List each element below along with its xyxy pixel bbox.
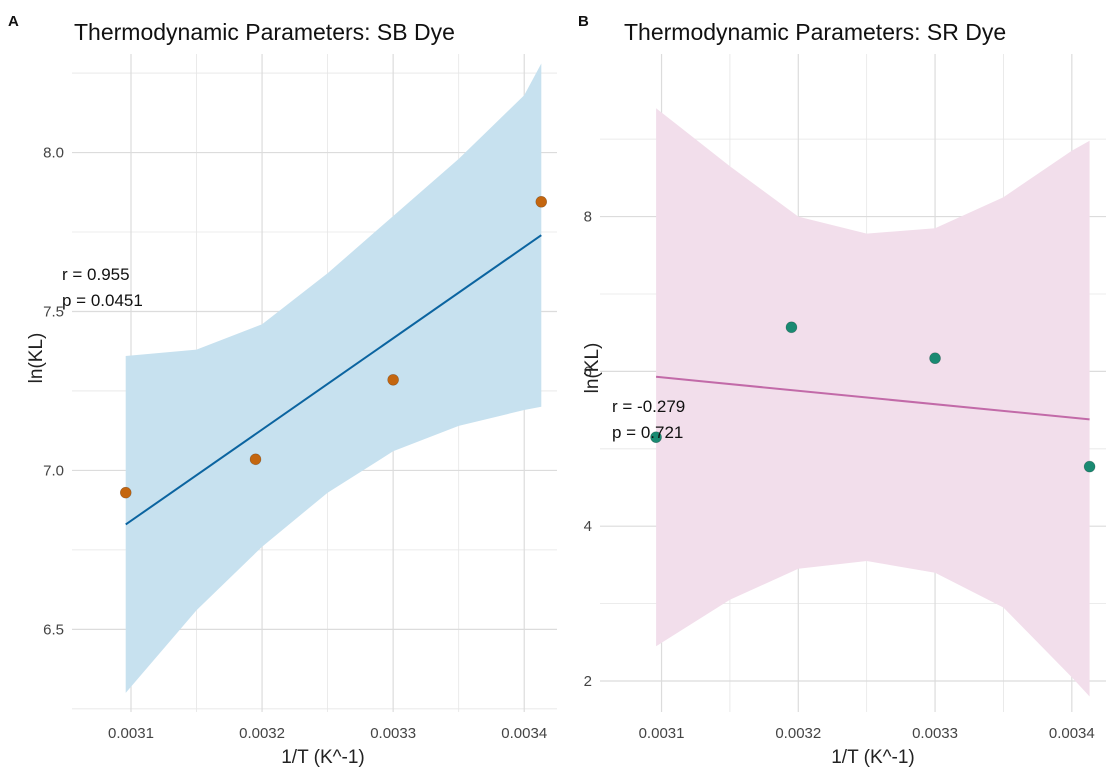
confidence-band-a: [125, 63, 542, 693]
confidence-band-area: [656, 108, 1090, 697]
panel-a: A Thermodynamic Parameters: SB Dye 0.003…: [8, 13, 557, 768]
data-point: [785, 321, 798, 334]
y-tick-label: 2: [584, 673, 592, 690]
y-axis-title-a: ln(KL): [26, 333, 47, 384]
regression-line-b: [655, 375, 1090, 421]
x-tick-label: 0.0031: [639, 725, 685, 742]
y-tick-label: 4: [584, 518, 592, 535]
x-tick-label: 0.0033: [370, 725, 416, 742]
data-point: [535, 196, 548, 208]
x-tick-labels-b: 0.0031 0.0032 0.0033 0.0034: [639, 725, 1095, 742]
chart-title-b: Thermodynamic Parameters: SR Dye: [624, 19, 1006, 45]
confidence-band-area: [125, 63, 542, 693]
x-tick-label: 0.0034: [1049, 725, 1095, 742]
y-tick-label: 8.0: [43, 145, 64, 162]
y-tick-label: 7.0: [43, 462, 64, 479]
y-tick-labels-a: 6.5 7.0 7.5 8.0: [43, 145, 64, 639]
x-tick-label: 0.0032: [775, 725, 821, 742]
x-tick-label: 0.0032: [239, 725, 285, 742]
data-point: [1083, 460, 1096, 473]
data-point: [929, 352, 941, 365]
x-tick-label: 0.0034: [501, 725, 547, 742]
y-tick-labels-b: 2 4 6 8: [584, 209, 592, 690]
panel-label-b: B: [578, 13, 589, 30]
p-value-a: p = 0.0451: [62, 291, 143, 310]
panel-b: B Thermodynamic Parameters: SR Dye 0.003…: [578, 13, 1106, 768]
data-point: [387, 374, 399, 386]
regression-line: [655, 375, 1090, 421]
confidence-band-b: [656, 108, 1090, 697]
y-tick-label: 8: [584, 209, 592, 226]
regression-line: [125, 234, 542, 526]
y-tick-label: 7.5: [43, 303, 64, 320]
x-axis-title-a: 1/T (K^-1): [281, 747, 365, 768]
data-points-a: [119, 196, 548, 499]
x-tick-label: 0.0031: [108, 725, 154, 742]
y-tick-label: 6: [584, 363, 592, 380]
y-tick-label: 6.5: [43, 621, 64, 638]
y-axis-title-b: ln(KL): [582, 343, 603, 394]
x-tick-label: 0.0033: [912, 725, 958, 742]
panel-label-a: A: [8, 13, 19, 30]
x-axis-title-b: 1/T (K^-1): [831, 747, 915, 768]
r-value-a: r = 0.955: [62, 265, 130, 284]
chart-title-a: Thermodynamic Parameters: SB Dye: [74, 19, 455, 45]
data-point: [650, 431, 662, 443]
data-points-b: [650, 321, 1096, 473]
r-value-b: r = -0.279: [612, 397, 685, 416]
data-point: [249, 453, 262, 466]
regression-line-a: [125, 234, 542, 526]
p-value-b: p = 0.721: [612, 423, 683, 442]
x-tick-labels-a: 0.0031 0.0032 0.0033 0.0034: [108, 725, 547, 742]
data-point: [119, 486, 132, 499]
